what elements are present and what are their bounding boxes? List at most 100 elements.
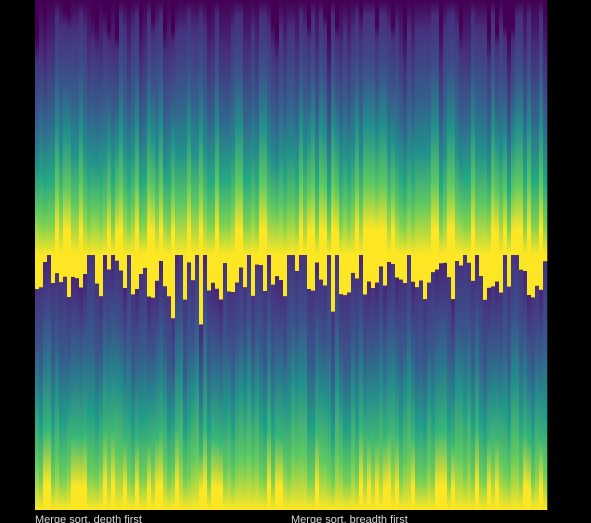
column-segment bbox=[159, 255, 164, 262]
column-segment bbox=[315, 0, 320, 255]
column-segment bbox=[467, 255, 472, 263]
column-segment bbox=[403, 283, 408, 510]
column-segment bbox=[491, 255, 496, 287]
column-segment bbox=[103, 255, 108, 510]
column-segment bbox=[123, 0, 128, 255]
column-segment bbox=[275, 255, 280, 277]
column-segment bbox=[475, 0, 480, 255]
column-segment bbox=[215, 0, 220, 255]
column-segment bbox=[259, 255, 264, 266]
column-segment bbox=[131, 255, 136, 295]
column-segment bbox=[411, 0, 416, 255]
column-segment bbox=[343, 255, 348, 296]
column-segment bbox=[143, 255, 148, 268]
column-segment bbox=[363, 294, 368, 510]
column-segment bbox=[271, 255, 276, 285]
column-segment bbox=[363, 0, 368, 255]
column-segment bbox=[203, 255, 208, 510]
column-segment bbox=[263, 255, 268, 292]
column-segment bbox=[191, 255, 196, 281]
column-segment bbox=[495, 281, 500, 510]
column-segment bbox=[135, 255, 140, 290]
column-segment bbox=[163, 28, 168, 255]
column-segment bbox=[303, 0, 308, 255]
column-segment bbox=[399, 255, 404, 280]
column-segment bbox=[227, 291, 232, 510]
column-segment bbox=[319, 0, 324, 255]
column-segment bbox=[403, 255, 408, 284]
column-segment bbox=[291, 255, 296, 510]
column-segment bbox=[383, 255, 388, 286]
column-segment bbox=[543, 255, 548, 262]
column-segment bbox=[99, 255, 104, 297]
column-segment bbox=[127, 4, 132, 255]
column-segment bbox=[171, 30, 176, 256]
column-segment bbox=[427, 255, 432, 283]
column-segment bbox=[499, 255, 504, 293]
column-segment bbox=[423, 299, 428, 510]
column-segment bbox=[335, 25, 340, 256]
column-segment bbox=[35, 36, 40, 255]
column-segment bbox=[71, 0, 76, 255]
column-segment bbox=[367, 255, 372, 282]
column-segment bbox=[107, 29, 112, 256]
label: Merge sort, depth first bbox=[35, 514, 142, 523]
column-segment bbox=[527, 255, 532, 296]
column-segment bbox=[543, 261, 548, 510]
column-segment bbox=[195, 0, 200, 255]
column-segment bbox=[539, 255, 544, 290]
column-segment bbox=[339, 255, 344, 295]
column-segment bbox=[343, 295, 348, 510]
column-segment bbox=[243, 287, 248, 510]
column-segment bbox=[183, 0, 188, 255]
column-segment bbox=[83, 274, 88, 510]
column-segment bbox=[523, 0, 528, 255]
column-segment bbox=[295, 255, 300, 272]
column-segment bbox=[499, 0, 504, 255]
column-segment bbox=[187, 262, 192, 510]
column-segment bbox=[527, 0, 532, 255]
column-segment bbox=[43, 255, 48, 263]
column-segment bbox=[431, 272, 436, 510]
column-segment bbox=[511, 27, 516, 256]
column-segment bbox=[139, 274, 144, 510]
column-segment bbox=[51, 255, 56, 284]
column-segment bbox=[539, 289, 544, 510]
column-segment bbox=[175, 255, 180, 510]
column-segment bbox=[351, 272, 356, 510]
column-segment bbox=[279, 255, 284, 281]
column-segment bbox=[151, 19, 156, 256]
column-segment bbox=[407, 0, 412, 255]
column-segment bbox=[79, 255, 84, 288]
column-segment bbox=[367, 0, 372, 255]
column-segment bbox=[307, 289, 312, 510]
column-segment bbox=[295, 271, 300, 510]
column-segment bbox=[131, 294, 136, 510]
column-segment bbox=[435, 269, 440, 510]
column-segment bbox=[351, 0, 356, 255]
column-segment bbox=[215, 255, 220, 289]
column-segment bbox=[399, 0, 404, 255]
column-segment bbox=[75, 255, 80, 279]
column-segment bbox=[387, 0, 392, 255]
column-segment bbox=[439, 263, 444, 510]
column-segment bbox=[395, 255, 400, 278]
column-segment bbox=[371, 0, 376, 255]
column-segment bbox=[379, 255, 384, 267]
column-segment bbox=[87, 255, 92, 510]
column-segment bbox=[335, 255, 340, 510]
column-segment bbox=[415, 255, 420, 288]
column-segment bbox=[299, 255, 304, 510]
column-segment bbox=[347, 0, 352, 255]
column-segment bbox=[199, 324, 204, 510]
column-segment bbox=[91, 255, 96, 510]
column-segment bbox=[171, 318, 176, 510]
column-segment bbox=[379, 0, 384, 255]
column-segment bbox=[311, 290, 316, 510]
column-segment bbox=[439, 22, 444, 256]
column-segment bbox=[431, 0, 436, 255]
column-segment bbox=[83, 0, 88, 255]
column-segment bbox=[131, 0, 136, 255]
column-segment bbox=[123, 255, 128, 289]
